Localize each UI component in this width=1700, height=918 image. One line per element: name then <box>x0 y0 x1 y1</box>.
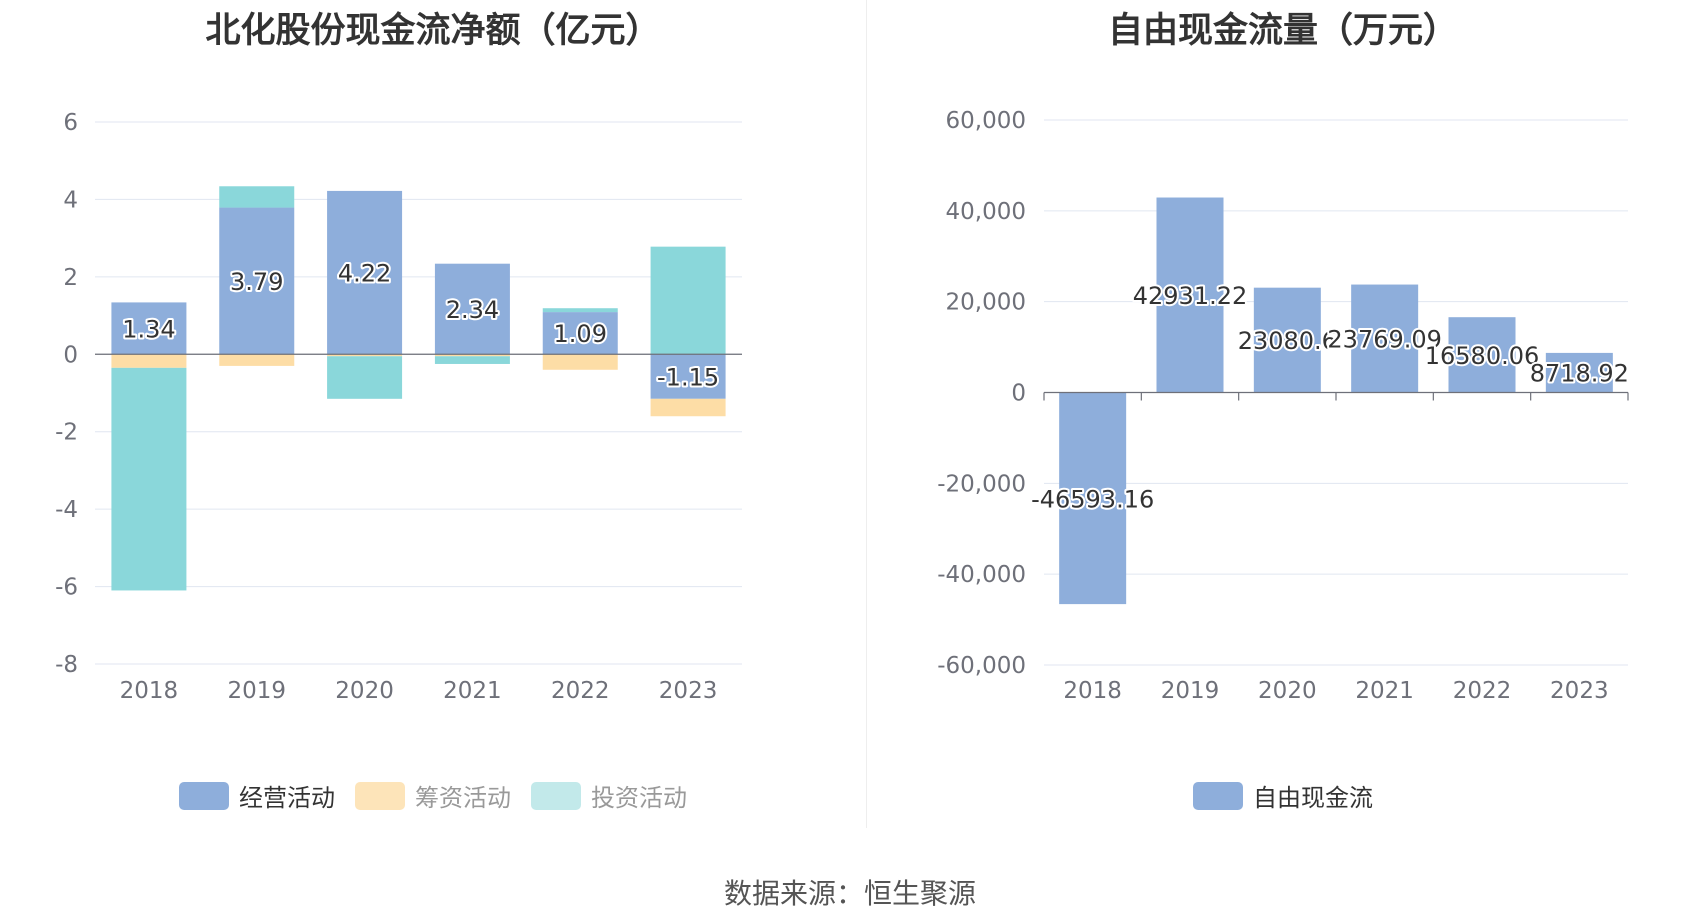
bar-2018-s0 <box>111 302 187 355</box>
bar-2019-s2 <box>219 186 295 208</box>
data-label: 8718.92 <box>1530 360 1629 388</box>
legend-label-operating: 经营活动 <box>239 784 335 812</box>
bar-2018-s0 <box>1059 392 1127 605</box>
cashflow-chart-title: 北化股份现金流净额（亿元） <box>205 11 661 51</box>
bar-2018-s1 <box>111 354 187 368</box>
y-tick-label: -40,000 <box>937 562 1026 588</box>
bar-2023-s1 <box>650 398 726 417</box>
x-tick-label: 2018 <box>120 678 179 704</box>
bar-2021-s1 <box>434 354 510 357</box>
bar-2021-s2 <box>434 356 510 364</box>
panel-divider <box>866 0 867 828</box>
y-tick-label: -2 <box>55 420 78 446</box>
bar-2023-s0 <box>650 354 726 399</box>
x-tick-label: 2019 <box>1161 678 1220 704</box>
x-tick-label: 2023 <box>659 678 718 704</box>
legend-item-fcf[interactable]: 自由现金流 <box>1193 778 1373 813</box>
bar-2020-s0 <box>1253 287 1321 393</box>
bar-2022-s0 <box>1448 317 1516 393</box>
y-tick-label: 40,000 <box>946 199 1026 225</box>
y-tick-label: 0 <box>1011 381 1026 407</box>
bar-2019-s1 <box>219 354 295 366</box>
bar-2022-s1 <box>542 354 618 370</box>
fcf-chart-title: 自由现金流量（万元） <box>1107 11 1458 51</box>
legend-item-investing[interactable]: 投资活动 <box>531 778 687 813</box>
bar-2021-s0 <box>434 263 510 355</box>
fcf-chart-panel: 自由现金流量（万元） 60,000 40,000 20,000 0 -20,000 -40… <box>866 0 1700 830</box>
data-label: 1.34 <box>122 315 175 343</box>
cashflow-chart-panel: 北化股份现金流净额（亿元） 6 4 2 0 -2 -4 -6 -8 2018 2019 2020 20… <box>0 0 866 830</box>
legend-swatch-investing <box>531 781 581 810</box>
y-tick-label: -4 <box>55 497 78 523</box>
bar-2020-s1 <box>327 354 403 357</box>
x-tick-label: 2021 <box>1355 678 1414 704</box>
data-label: 2.34 <box>446 296 499 324</box>
y-tick-label: -20,000 <box>937 471 1026 497</box>
data-label: 42931.22 <box>1133 282 1248 310</box>
bar-2019-s0 <box>1156 197 1224 393</box>
legend-item-financing[interactable]: 筹资活动 <box>355 778 511 813</box>
bar-2018-s2 <box>111 367 187 591</box>
legend-item-operating[interactable]: 经营活动 <box>179 778 335 813</box>
x-tick-label: 2020 <box>1258 678 1317 704</box>
cashflow-chart: 6 4 2 0 -2 -4 -6 -8 2018 2019 2020 2021 2022 2023 1.34… <box>55 110 742 704</box>
y-tick-label: 20,000 <box>946 290 1026 316</box>
legend-swatch-financing <box>355 781 405 810</box>
y-tick-label: 6 <box>63 110 78 136</box>
x-tick-label: 2018 <box>1063 678 1122 704</box>
legend-label-fcf: 自由现金流 <box>1253 784 1373 812</box>
legend-swatch-fcf <box>1193 781 1243 810</box>
y-tick-label: 2 <box>63 265 78 291</box>
bar-2023-s2 <box>650 246 726 355</box>
fcf-legend: 自由现金流 <box>866 778 1700 813</box>
data-source-note: 数据来源：恒生聚源 <box>723 877 976 910</box>
data-label: 1.09 <box>554 320 607 348</box>
fcf-chart: 60,000 40,000 20,000 0 -20,000 -40,000 -60,000… <box>937 108 1631 704</box>
bar-2019-s0 <box>219 207 295 355</box>
data-label: -46593.16 <box>1031 485 1154 513</box>
data-label: 23769.09 <box>1327 326 1442 354</box>
cashflow-legend: 经营活动 筹资活动 投资活动 <box>0 778 866 813</box>
x-tick-label: 2022 <box>1453 678 1512 704</box>
y-tick-label: 0 <box>63 342 78 368</box>
x-tick-label: 2023 <box>1550 678 1609 704</box>
y-tick-label: 4 <box>63 187 78 213</box>
legend-swatch-operating <box>179 781 229 810</box>
data-label: 4.22 <box>338 260 391 288</box>
x-tick-label: 2022 <box>551 678 610 704</box>
legend-label-financing: 筹资活动 <box>415 784 511 812</box>
x-tick-label: 2021 <box>443 678 502 704</box>
bar-2022-s0 <box>542 312 618 355</box>
bar-2020-s0 <box>327 190 403 355</box>
bar-2021-s0 <box>1351 284 1419 393</box>
x-tick-label: 2020 <box>335 678 394 704</box>
data-label: 16580.06 <box>1425 342 1540 370</box>
legend-label-investing: 投资活动 <box>591 784 687 812</box>
bar-2023-s0 <box>1545 352 1613 393</box>
y-tick-label: -6 <box>55 575 78 601</box>
x-tick-label: 2019 <box>227 678 286 704</box>
y-tick-label: 60,000 <box>946 108 1026 134</box>
data-label: 23080.6 <box>1238 327 1337 355</box>
bar-2020-s2 <box>327 356 403 399</box>
y-tick-label: -60,000 <box>937 653 1026 679</box>
data-label: -1.15 <box>657 364 719 392</box>
data-label: 3.79 <box>230 268 283 296</box>
y-tick-label: -8 <box>55 652 78 678</box>
bar-2022-s2 <box>542 308 618 313</box>
